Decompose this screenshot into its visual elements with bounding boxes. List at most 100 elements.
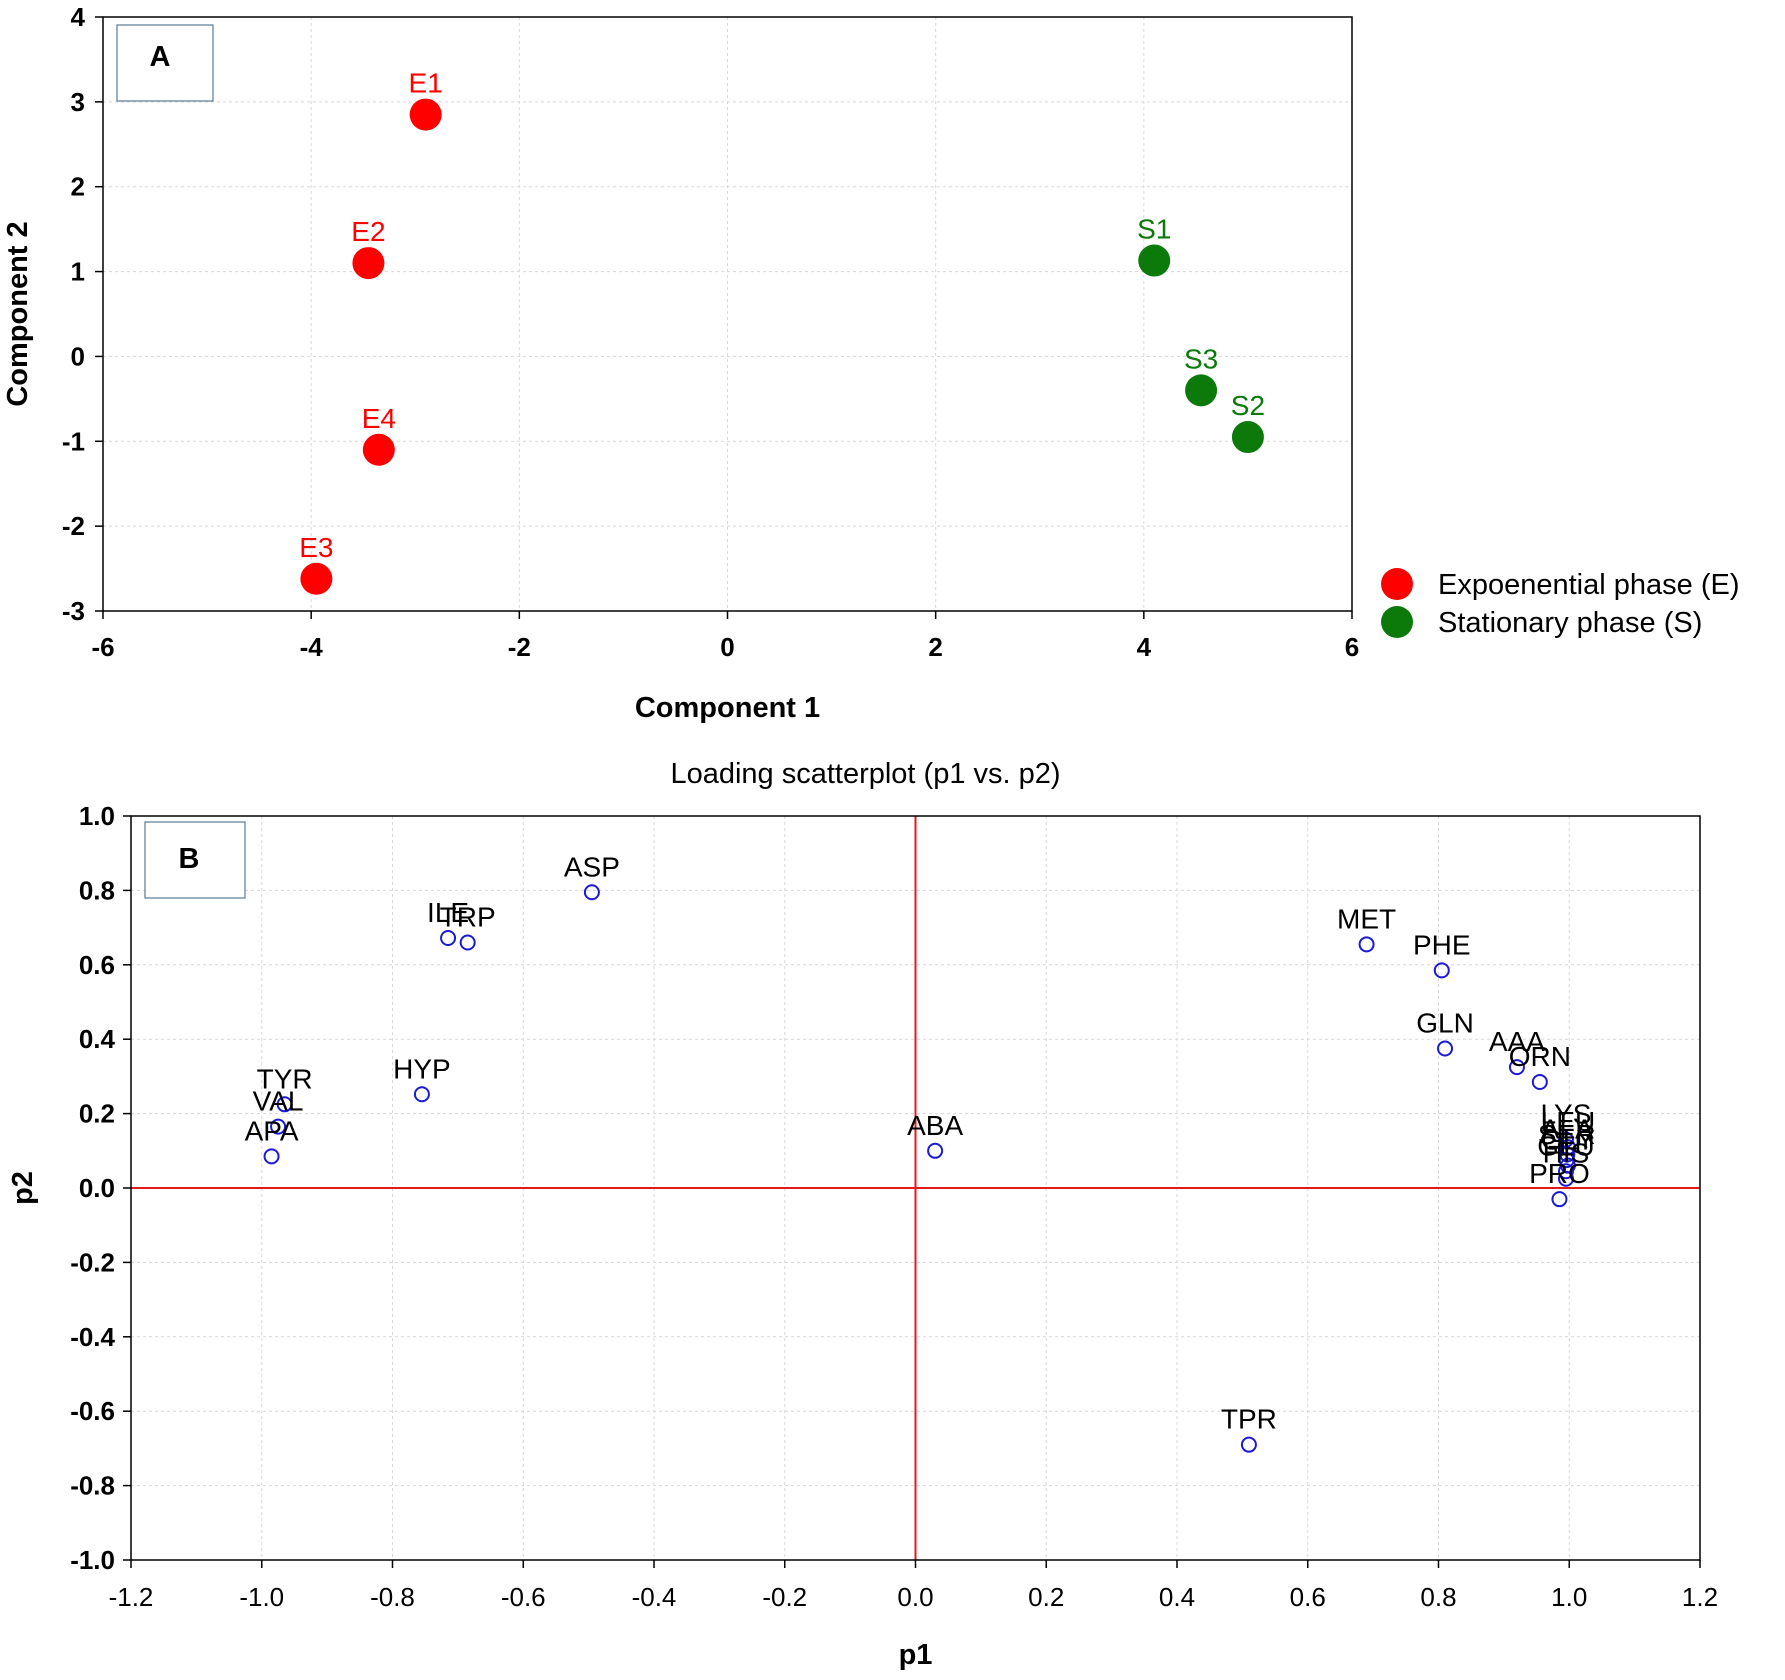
loading-point-apa[interactable]: APA <box>245 1115 299 1165</box>
x-tick-label: -0.8 <box>370 1582 415 1612</box>
point-marker[interactable] <box>1231 421 1264 454</box>
loading-point-glu[interactable]: GLU <box>1537 1130 1595 1180</box>
point-label: S3 <box>1184 343 1218 374</box>
x-tick-label: 6 <box>1345 632 1359 662</box>
point-marker[interactable] <box>409 98 442 131</box>
panel-label: A <box>150 41 171 73</box>
point-label: S1 <box>1137 214 1171 245</box>
loading-point-gln[interactable]: GLN <box>1416 1008 1474 1057</box>
loading-point-phe[interactable]: PHE <box>1413 929 1471 979</box>
legend-entry: Expoenential phase (E) <box>1438 569 1739 601</box>
y-axis-label: p2 <box>7 1171 39 1205</box>
point-marker[interactable] <box>1185 374 1218 407</box>
panel-b-chart: -1.2 -1.0 -0.8 -0.6 -0.4 -0.2 0.0 0.2 0.4 0.6 0.8 1… <box>7 758 1718 1671</box>
loading-point-leu[interactable]: LEU <box>1541 1106 1595 1156</box>
y-tick-label: -3 <box>62 596 85 626</box>
point-marker[interactable] <box>263 1148 280 1165</box>
y-tick-label: 1 <box>71 257 85 287</box>
point-marker[interactable] <box>583 884 600 901</box>
point-label: APA <box>245 1115 299 1146</box>
scatter-point-e3[interactable]: E3 <box>299 532 333 595</box>
point-marker[interactable] <box>1437 1040 1454 1057</box>
y-tick-label: -0.8 <box>70 1471 115 1501</box>
point-label: E2 <box>351 216 385 247</box>
x-tick-label: -2 <box>508 632 531 662</box>
point-marker[interactable] <box>1531 1073 1548 1090</box>
point-marker[interactable] <box>1559 1146 1576 1163</box>
point-label: S2 <box>1231 390 1265 421</box>
point-label: HIS <box>1543 1138 1590 1169</box>
loading-point-aba[interactable]: ABA <box>907 1110 963 1159</box>
point-marker[interactable] <box>1138 244 1171 277</box>
loading-point-ala[interactable]: ALA <box>1541 1114 1594 1163</box>
point-label: ALA <box>1541 1114 1594 1145</box>
loading-point-pro[interactable]: PRO <box>1529 1158 1590 1208</box>
point-label: PHE <box>1413 929 1471 960</box>
loading-point-lys[interactable]: LYS <box>1541 1099 1592 1148</box>
point-marker[interactable] <box>1508 1059 1525 1076</box>
x-tick-label: 4 <box>1137 632 1152 662</box>
x-axis-label: Component 1 <box>635 692 820 724</box>
y-tick-label: 4 <box>71 2 86 32</box>
legend-entry: Stationary phase (S) <box>1438 607 1702 639</box>
loading-point-orn[interactable]: ORN <box>1509 1041 1571 1090</box>
loading-point-hyp[interactable]: HYP <box>393 1053 451 1103</box>
point-marker[interactable] <box>1551 1191 1568 1208</box>
loading-point-ser[interactable]: SER <box>1538 1119 1596 1169</box>
y-tick-label: -0.4 <box>70 1322 115 1352</box>
y-tick-label: -1.0 <box>70 1545 115 1575</box>
x-tick-label: 0.2 <box>1028 1582 1064 1612</box>
loading-point-trp[interactable]: TRP <box>440 901 496 951</box>
loading-point-tpr[interactable]: TPR <box>1221 1404 1277 1453</box>
point-marker[interactable] <box>1358 936 1375 953</box>
scatter-point-s2[interactable]: S2 <box>1231 390 1265 454</box>
panel-label: B <box>179 843 200 875</box>
y-tick-label: -2 <box>62 511 85 541</box>
y-tick-label: 0.4 <box>79 1024 116 1054</box>
point-label: MET <box>1337 903 1396 934</box>
legend-swatch <box>1381 606 1413 638</box>
x-tick-label: 1.2 <box>1682 1582 1718 1612</box>
x-tick-label: -0.6 <box>501 1582 546 1612</box>
point-marker[interactable] <box>276 1096 293 1113</box>
point-label: VAL <box>253 1086 304 1117</box>
loading-point-ile[interactable]: ILE <box>427 897 469 947</box>
point-marker[interactable] <box>1433 962 1450 979</box>
loading-point-aaa[interactable]: AAA <box>1489 1026 1545 1076</box>
y-tick-label: 0.0 <box>79 1173 115 1203</box>
point-marker[interactable] <box>270 1118 287 1135</box>
x-axis-label: p1 <box>899 1639 933 1671</box>
loading-point-his[interactable]: HIS <box>1543 1138 1590 1187</box>
point-marker[interactable] <box>1240 1436 1257 1453</box>
point-marker[interactable] <box>927 1142 944 1159</box>
scatter-point-e1[interactable]: E1 <box>409 68 443 131</box>
x-tick-label: 0.0 <box>897 1582 933 1612</box>
point-label: ILE <box>427 897 469 928</box>
point-label: GLN <box>1416 1008 1474 1039</box>
point-marker[interactable] <box>440 930 457 947</box>
point-marker[interactable] <box>362 433 395 466</box>
point-label: ASP <box>564 851 620 882</box>
loading-point-val[interactable]: VAL <box>253 1086 304 1135</box>
point-marker[interactable] <box>413 1086 430 1103</box>
point-marker[interactable] <box>300 562 333 595</box>
loading-point-asp[interactable]: ASP <box>564 851 620 901</box>
chart-title: Loading scatterplot (p1 vs. p2) <box>670 758 1060 790</box>
plot-frame <box>102 16 1353 612</box>
panel-label-box <box>144 821 246 899</box>
point-label: E4 <box>362 403 396 434</box>
loading-point-met[interactable]: MET <box>1337 903 1396 953</box>
point-marker[interactable] <box>459 934 476 951</box>
x-tick-label: 0 <box>720 632 734 662</box>
scatter-point-s1[interactable]: S1 <box>1137 214 1171 277</box>
y-tick-label: 0.2 <box>79 1099 115 1129</box>
loading-point-tyr[interactable]: TYR <box>257 1063 313 1113</box>
x-tick-label: -0.2 <box>762 1582 807 1612</box>
point-marker[interactable] <box>1557 1170 1574 1187</box>
scatter-point-e2[interactable]: E2 <box>351 216 386 280</box>
scatter-point-s3[interactable]: S3 <box>1184 343 1218 407</box>
point-marker[interactable] <box>352 247 385 280</box>
scatter-point-e4[interactable]: E4 <box>362 403 396 466</box>
point-marker[interactable] <box>1557 1163 1574 1180</box>
x-tick-label: 0.4 <box>1159 1582 1195 1612</box>
